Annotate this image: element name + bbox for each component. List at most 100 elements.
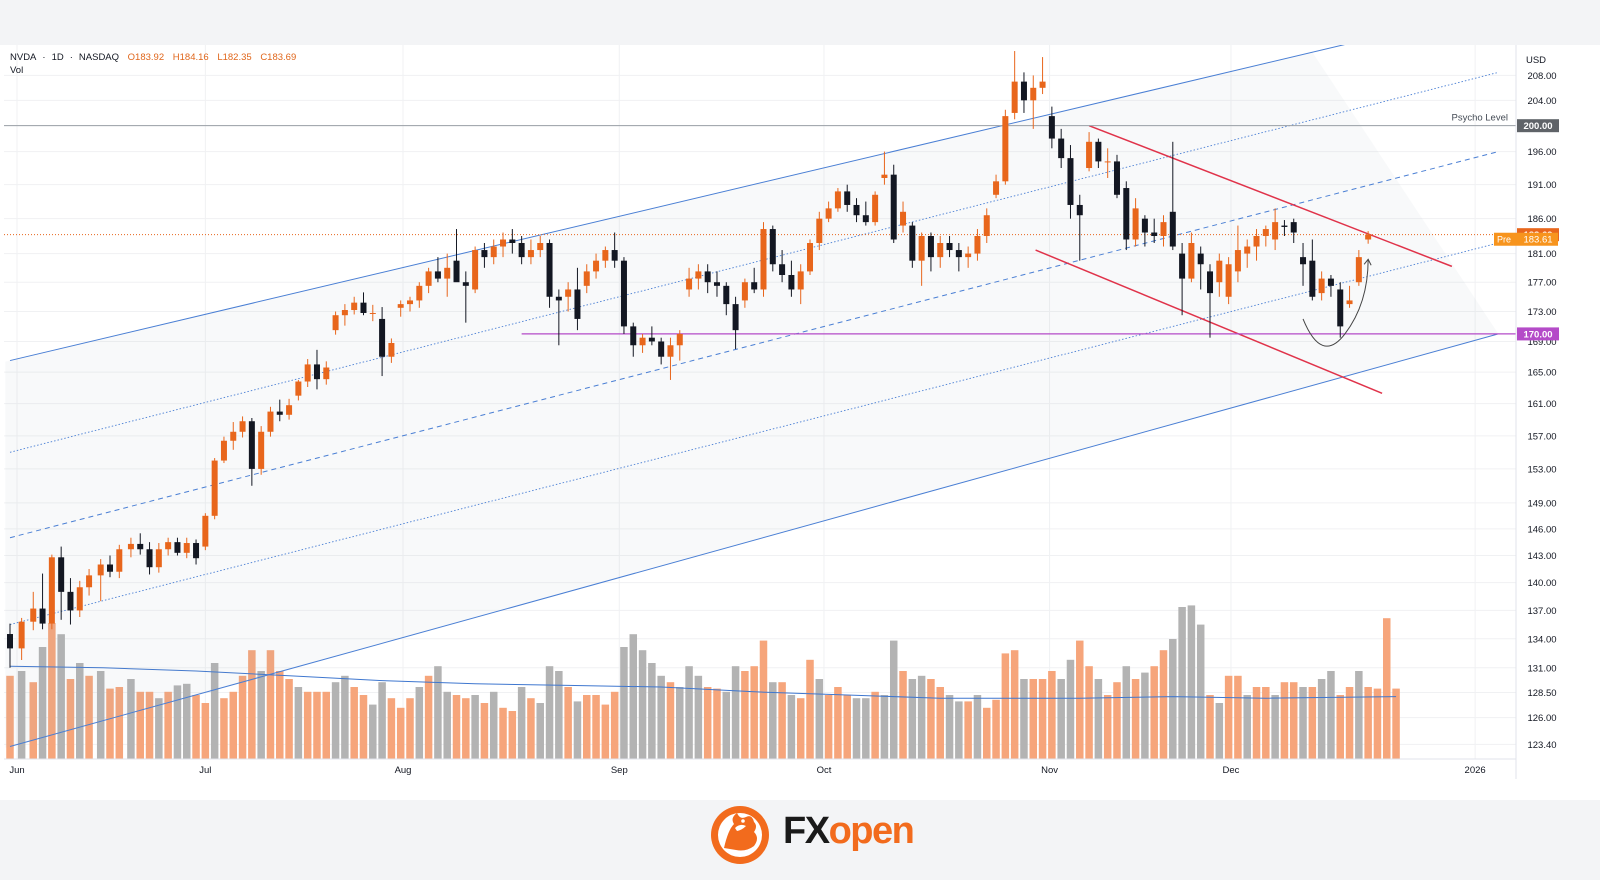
candle xyxy=(537,236,544,258)
candle xyxy=(602,246,609,268)
volume-bar xyxy=(238,675,247,759)
volume-bar xyxy=(1010,650,1019,759)
candle xyxy=(723,282,730,316)
candle xyxy=(1327,274,1334,297)
trend-channel xyxy=(5,45,1499,748)
volume-bar xyxy=(1001,653,1010,759)
candle-body xyxy=(1290,222,1297,233)
candle-body xyxy=(1151,232,1158,237)
candle xyxy=(295,379,302,401)
candle xyxy=(900,201,907,233)
volume-bar xyxy=(331,682,340,759)
candle-body xyxy=(1076,204,1083,216)
candle xyxy=(258,426,265,475)
candle-body xyxy=(1141,218,1148,233)
candle-body xyxy=(276,411,283,415)
candle xyxy=(565,282,572,312)
price-tick-label: 123.40 xyxy=(1527,740,1556,751)
volume-bar xyxy=(713,688,721,759)
psycho-price-badge-bg xyxy=(1517,119,1559,133)
volume-bar xyxy=(1364,687,1372,759)
time-tick-label: Nov xyxy=(1041,765,1058,776)
volume-bar xyxy=(1355,671,1363,759)
candle-body xyxy=(918,236,925,261)
candle xyxy=(1355,250,1362,286)
candle xyxy=(248,418,255,486)
candle-body xyxy=(332,315,339,331)
channel-median-line xyxy=(9,151,1499,539)
volume-bar xyxy=(1178,607,1186,759)
volume-bar xyxy=(1150,666,1158,759)
price-axis[interactable]: USD 123.40 126.00 128.50 131.00 134.00 137.00 1… xyxy=(1494,45,1600,800)
volume-bar xyxy=(1038,679,1047,759)
volume-label: Vol xyxy=(10,65,24,76)
candle-body xyxy=(18,621,25,649)
candle xyxy=(1113,154,1120,199)
candle-body xyxy=(1318,278,1325,294)
volume-bar xyxy=(359,695,368,759)
volume-bar xyxy=(257,671,265,759)
candle-body xyxy=(518,243,525,258)
volume-bar xyxy=(880,695,889,759)
candle xyxy=(1048,106,1055,149)
candle-body xyxy=(974,236,981,254)
volume-bar xyxy=(945,695,954,759)
candle xyxy=(444,253,451,297)
volume-bar xyxy=(173,685,182,759)
candle xyxy=(574,267,581,331)
candle xyxy=(1002,109,1009,185)
candle-body xyxy=(1327,278,1334,286)
volume-bar xyxy=(1141,672,1149,759)
candle-body xyxy=(844,191,851,205)
candle-body xyxy=(1253,236,1260,247)
volume-bar xyxy=(1122,666,1131,759)
candle xyxy=(1262,225,1269,247)
volume-bar xyxy=(620,647,628,759)
candle xyxy=(1272,208,1279,251)
volume-bar xyxy=(1029,679,1038,759)
candle-body xyxy=(230,431,237,441)
candle-body xyxy=(67,591,74,611)
volume-bar xyxy=(1280,682,1289,759)
candle xyxy=(1141,215,1148,247)
candle xyxy=(983,208,990,244)
time-axis[interactable]: Jun Jul Aug Sep Oct Nov Dec 2026 xyxy=(4,758,1516,776)
symbol-header[interactable]: NVDA · 1D · NASDAQ O183.92 H184.16 L182.35 C… xyxy=(10,52,297,63)
volume-bar xyxy=(1327,671,1335,759)
chart-frame: Psycho Level USD 123.40 126.00 128.50 131.00… xyxy=(0,45,1600,800)
price-tick-label: 128.50 xyxy=(1527,688,1556,699)
candle-body xyxy=(1160,222,1167,237)
candle xyxy=(425,267,432,294)
volume-bar xyxy=(396,707,405,759)
candle-body xyxy=(807,243,814,272)
volume-bar xyxy=(862,698,870,759)
candle-body xyxy=(202,515,209,547)
brand-fx: FX xyxy=(783,810,830,852)
candle xyxy=(18,617,25,661)
candle xyxy=(183,537,190,559)
candle xyxy=(1011,51,1018,120)
candle xyxy=(751,267,758,294)
volume-bar xyxy=(964,701,972,759)
candle xyxy=(462,271,469,323)
candle xyxy=(658,337,665,365)
volume-bar xyxy=(29,682,38,759)
candle-body xyxy=(602,250,609,261)
candle-body xyxy=(304,364,311,382)
candle-body xyxy=(555,296,562,301)
candle xyxy=(1309,239,1316,301)
symbol-interval: 1D xyxy=(51,52,64,63)
volume-bar xyxy=(992,699,1000,759)
candle-body xyxy=(686,278,693,290)
price-chart[interactable]: Psycho Level USD 123.40 126.00 128.50 131.00… xyxy=(0,45,1600,800)
candle-body xyxy=(862,215,869,223)
volume-bar xyxy=(1262,687,1270,759)
candle-body xyxy=(30,608,37,622)
candle xyxy=(407,296,414,312)
volume-bar xyxy=(1317,679,1326,759)
time-tick-label: Oct xyxy=(817,765,832,776)
volume-bar xyxy=(582,695,591,759)
volume-bar xyxy=(1373,688,1382,759)
candle-body xyxy=(397,304,404,308)
candle-body xyxy=(658,341,665,357)
